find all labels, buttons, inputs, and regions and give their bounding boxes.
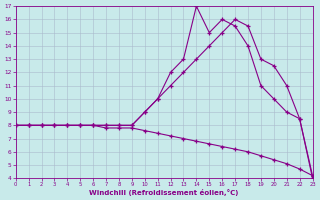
- X-axis label: Windchill (Refroidissement éolien,°C): Windchill (Refroidissement éolien,°C): [89, 189, 239, 196]
